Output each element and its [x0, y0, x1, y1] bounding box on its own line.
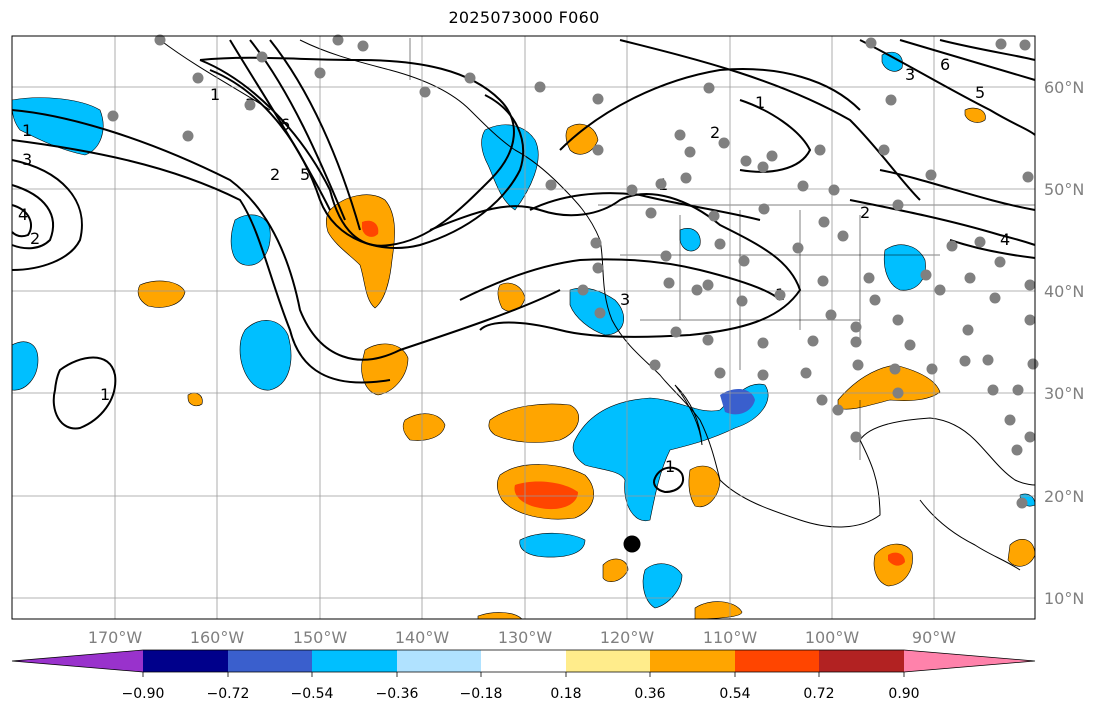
- colorbar-segment: [397, 650, 481, 672]
- contour-label: 1: [100, 385, 110, 404]
- colorbar-tick-labels: −0.90 −0.72 −0.54 −0.36 −0.18 0.18 0.36 …: [122, 686, 920, 702]
- colorbar-tick-label: 0.54: [719, 686, 750, 702]
- colorbar-extend-low: [12, 650, 143, 672]
- negative-anomaly-patch: [883, 244, 926, 291]
- contour-label: 3: [22, 150, 32, 169]
- contour-label: 1: [755, 93, 765, 112]
- lon-label: 110°W: [703, 628, 758, 647]
- colorbar-tick-label: 0.90: [888, 686, 919, 702]
- contour-label: 2: [860, 203, 870, 222]
- contour-label: 6: [280, 115, 290, 134]
- colorbar-segment: [312, 650, 397, 672]
- contour-label: 2: [30, 229, 40, 248]
- positive-anomaly-patch: [688, 465, 721, 508]
- colorbar-segment: [143, 650, 228, 672]
- colorbar-extend-high: [904, 650, 1035, 672]
- contour-label: 2: [270, 165, 280, 184]
- lon-label: 100°W: [805, 628, 860, 647]
- colorbar-tick-label: 0.18: [550, 686, 581, 702]
- map-title: 2025073000 F060: [448, 8, 600, 27]
- strong-positive-patch: [362, 220, 379, 237]
- colorbar-segments: [11, 649, 1036, 673]
- colorbar-segment: [650, 650, 735, 672]
- contour-label: 1: [22, 121, 32, 140]
- positive-anomaly-patch: [402, 413, 446, 441]
- colorbar-tick-label: 0.72: [803, 686, 834, 702]
- colorbar-tick-label: −0.72: [207, 686, 250, 702]
- colorbar-tick-label: 0.36: [634, 686, 665, 702]
- positive-anomaly-patch: [565, 124, 599, 155]
- lon-label: 130°W: [498, 628, 553, 647]
- colorbar-segment: [566, 650, 650, 672]
- coastlines: [159, 39, 1036, 571]
- colorbar-segment: [228, 650, 312, 672]
- colorbar-ticks: [142, 672, 905, 677]
- lat-label: 10°N: [1044, 589, 1084, 608]
- colorbar-tick-label: −0.36: [376, 686, 419, 702]
- positive-anomaly-patch: [837, 364, 941, 410]
- storm-center-marker: [623, 535, 641, 553]
- colorbar-tick-label: −0.90: [122, 686, 165, 702]
- lon-label: 90°W: [912, 628, 956, 647]
- colorbar-segment: [481, 650, 566, 672]
- station-markers: [107, 34, 1039, 509]
- positive-anomaly-patch: [873, 543, 913, 587]
- positive-anomaly-patch: [602, 558, 629, 583]
- strong-positive-patch: [514, 481, 578, 510]
- colorbar-tick-label: −0.54: [291, 686, 334, 702]
- lon-label: 140°W: [395, 628, 450, 647]
- contour-label: 4: [1000, 230, 1010, 249]
- contour-label: 5: [975, 83, 985, 102]
- lat-labels: 60°N 50°N 40°N 30°N 20°N 10°N: [1044, 78, 1084, 608]
- negative-anomaly-patch: [642, 563, 683, 609]
- contour-label: 5: [300, 165, 310, 184]
- strong-negative-patch: [720, 388, 755, 415]
- colorbar-segment: [735, 650, 819, 672]
- contour-label: 2: [710, 123, 720, 142]
- lat-label: 60°N: [1044, 78, 1084, 97]
- contour-label: 6: [940, 55, 950, 74]
- map-frame: [11, 35, 1036, 620]
- strong-positive-patch: [888, 552, 905, 566]
- lon-label: 160°W: [190, 628, 245, 647]
- negative-anomaly-patch: [239, 320, 292, 391]
- lat-label: 50°N: [1044, 180, 1084, 199]
- lat-label: 40°N: [1044, 282, 1084, 301]
- lon-label: 150°W: [293, 628, 348, 647]
- negative-anomaly-patch: [881, 51, 903, 72]
- contour-label: 1: [665, 457, 675, 476]
- contour-label: 3: [620, 290, 630, 309]
- negative-anomaly-patch: [11, 341, 39, 391]
- lat-label: 20°N: [1044, 487, 1084, 506]
- lat-label: 30°N: [1044, 384, 1084, 403]
- political-borders: [409, 38, 1035, 460]
- contour-label: 4: [18, 205, 28, 224]
- positive-anomaly-patch: [964, 107, 986, 123]
- positive-anomaly-patch: [488, 403, 579, 443]
- negative-anomaly-patch: [519, 532, 586, 558]
- contour-lines: [11, 39, 1036, 494]
- lon-label: 170°W: [88, 628, 143, 647]
- contour-label: 3: [905, 65, 915, 84]
- colorbar-tick-label: −0.18: [460, 686, 503, 702]
- colorbar-segment: [819, 650, 904, 672]
- lon-label: 120°W: [600, 628, 655, 647]
- graticule: [12, 36, 1035, 619]
- contour-label: 1: [210, 85, 220, 104]
- lon-labels: 170°W 160°W 150°W 140°W 130°W 120°W 110°…: [88, 628, 956, 647]
- negative-anomaly-patch: [679, 228, 701, 252]
- positive-anomaly-patch: [137, 280, 186, 308]
